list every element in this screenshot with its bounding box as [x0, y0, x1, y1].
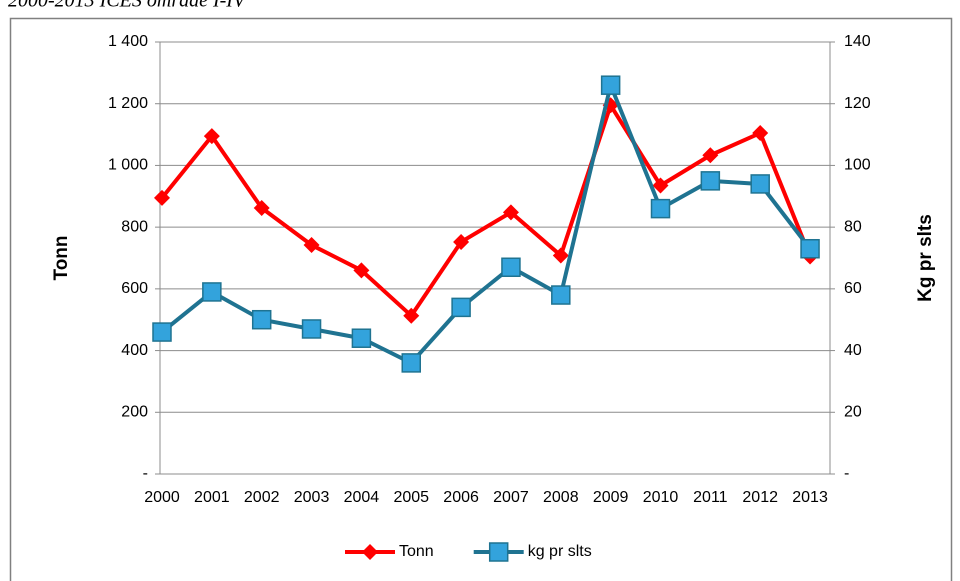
x-tick-label: 2005	[393, 489, 429, 506]
marker	[253, 200, 270, 217]
marker	[152, 322, 172, 342]
legend-marker	[362, 544, 378, 560]
marker	[702, 147, 719, 164]
marker	[451, 297, 471, 318]
marker	[551, 285, 571, 305]
marker	[401, 353, 421, 373]
marker	[203, 128, 220, 145]
y2-tick-label: -	[844, 465, 849, 482]
marker	[800, 238, 820, 259]
marker	[353, 262, 370, 279]
x-tick-label: 2012	[742, 489, 778, 506]
x-tick-label: 2011	[693, 489, 728, 506]
x-tick-label: 2008	[543, 489, 579, 506]
y2-tick-label: 80	[844, 218, 862, 235]
marker	[752, 125, 769, 142]
x-tick-label: 2010	[643, 489, 679, 506]
marker	[700, 171, 721, 191]
x-tick-label: 2002	[244, 489, 280, 506]
x-tick-label: 2003	[294, 489, 330, 506]
y-tick-label: 1 400	[108, 33, 148, 50]
marker	[251, 309, 272, 330]
y-tick-label: 1 200	[108, 95, 148, 112]
y-tick-label: 600	[121, 280, 148, 297]
marker	[303, 237, 320, 254]
y2-axis-title: Kg pr slts	[915, 214, 936, 302]
marker	[453, 233, 470, 250]
x-tick-label: 2000	[144, 489, 180, 506]
y-tick-label: 800	[121, 218, 148, 235]
y2-tick-label: 120	[844, 95, 871, 112]
x-tick-label: 2007	[493, 489, 529, 506]
legend-label: kg pr slts	[528, 543, 592, 560]
x-tick-label: 2013	[792, 489, 828, 506]
y-tick-label: 400	[121, 342, 148, 359]
marker	[154, 189, 170, 206]
series-line	[160, 103, 812, 318]
x-tick-label: 2009	[593, 489, 629, 506]
y-tick-label: 1 000	[108, 157, 148, 174]
marker	[652, 177, 669, 194]
marker	[600, 75, 621, 95]
chart-frame	[9, 17, 953, 581]
marker	[202, 282, 222, 302]
marker	[552, 247, 569, 264]
marker	[750, 174, 770, 194]
y-tick-label: 200	[121, 404, 148, 421]
marker	[502, 204, 519, 221]
marker	[301, 319, 322, 339]
marker	[650, 198, 671, 219]
y2-tick-label: 40	[844, 342, 862, 359]
y2-tick-label: 100	[844, 157, 871, 174]
y2-tick-label: 20	[844, 404, 862, 421]
marker	[403, 307, 420, 324]
y-axis-title: Tonn	[51, 235, 72, 280]
x-tick-label: 2001	[194, 489, 230, 506]
y-tick-label: -	[143, 465, 148, 482]
chart-title: 2000-2013 ICES område I-IV	[8, 0, 248, 12]
x-tick-label: 2006	[443, 489, 479, 506]
marker	[351, 328, 372, 348]
legend-label: Tonn	[399, 543, 434, 560]
marker	[501, 257, 521, 278]
y2-tick-label: 60	[844, 280, 862, 297]
legend-marker	[488, 542, 509, 562]
x-tick-label: 2004	[344, 489, 380, 506]
y2-tick-label: 140	[844, 33, 871, 50]
